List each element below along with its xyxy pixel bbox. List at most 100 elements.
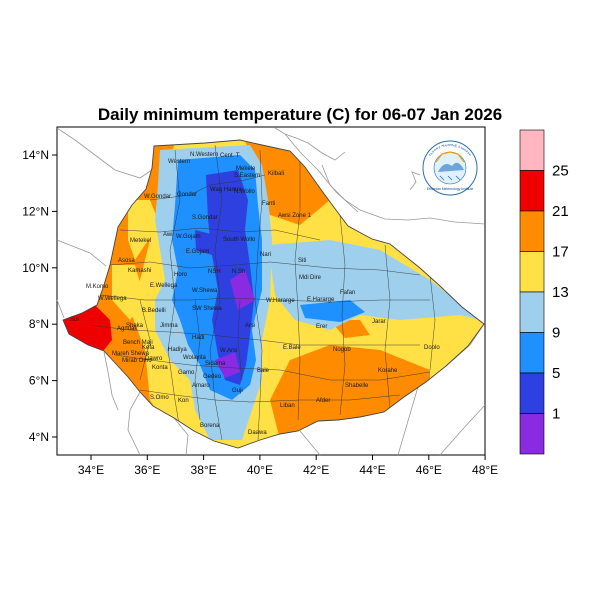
x-tick-label: 42°E: [303, 463, 329, 477]
colorbar-segment: [519, 291, 545, 333]
y-tick-label: 6°N: [29, 374, 49, 388]
zone-label: W.Gondar: [144, 194, 171, 200]
zone-label: Agnuak: [117, 326, 138, 332]
zone-label: Erer: [316, 324, 327, 330]
zone-label: Shabelle: [345, 383, 369, 389]
zone-label: Mdi: [299, 275, 309, 281]
zone-label: Cent. T: [220, 153, 240, 159]
zone-label: Konta: [152, 365, 168, 371]
zone-label: Gondar: [177, 192, 197, 198]
zone-label: Sur: [70, 317, 79, 323]
zone-label: Jimma: [160, 323, 178, 329]
colorbar-segment: [519, 413, 545, 455]
zone-label: Bale: [257, 368, 270, 374]
colorbar-segment: [519, 129, 545, 171]
x-tick-label: 36°E: [134, 463, 160, 477]
zone-label: Asosa: [118, 258, 135, 264]
zone-label: E.Gojam: [186, 249, 209, 255]
zone-label: N.Western: [190, 152, 218, 158]
zone-label: Sheka: [126, 323, 144, 329]
zone-label: W.Shewa: [192, 288, 218, 294]
zone-label: Borena: [200, 423, 220, 429]
x-axis: 34°E 36°E 38°E 40°E 42°E 44°E 46°E 48°E: [78, 455, 498, 477]
zone-label: Hadi: [192, 335, 204, 341]
zone-labels: N.Western Cent. T Mekele S.Eastern Weste…: [70, 152, 440, 436]
colorbar: 25 21 17 13 9 5 1: [519, 129, 569, 455]
zone-label: Dawro: [145, 356, 163, 362]
colorbar-label: 17: [552, 244, 569, 261]
colorbar-segment: [519, 251, 545, 293]
zone-label: NSH: [208, 269, 221, 275]
zone-label: W.Arsi: [220, 348, 237, 354]
colorbar-label: 1: [552, 406, 560, 423]
zone-label: M.Komo: [86, 284, 109, 290]
colorbar-label: 9: [552, 325, 560, 342]
zone-label: E.Bale: [283, 345, 301, 351]
zone-label: Kilbali: [268, 171, 284, 177]
zone-label: Fafan: [340, 290, 355, 296]
x-tick-label: 48°E: [472, 463, 498, 477]
colorbar-label: 21: [552, 203, 569, 220]
zone-label: Nari: [260, 252, 271, 258]
colorbar-label: 5: [552, 365, 560, 382]
x-tick-label: 46°E: [416, 463, 442, 477]
colorbar-label: 25: [552, 163, 569, 180]
colorbar-segment: [519, 332, 545, 374]
zone-label: Gedeo: [203, 374, 222, 380]
colorbar-segment: [519, 210, 545, 252]
zone-label: Mirab Omo: [122, 358, 152, 364]
zone-label: Wolayita: [183, 355, 207, 361]
zone-label: Kamashi: [128, 268, 151, 274]
zone-label: Horo: [174, 272, 188, 278]
x-tick-label: 40°E: [247, 463, 273, 477]
zone-label: Kefa: [142, 345, 155, 351]
zone-label: Nogob: [333, 347, 351, 353]
zone-label: Bench Maji: [123, 340, 153, 346]
zone-label: S.Omo: [150, 395, 169, 401]
zone-label: Fanti: [262, 201, 275, 207]
zone-label: N.Sh: [232, 269, 245, 275]
zone-label: N.Wollo: [234, 189, 256, 195]
zone-label: Doolo: [424, 345, 440, 351]
x-tick-label: 44°E: [359, 463, 385, 477]
zone-label: S.Eastern: [234, 173, 260, 179]
zone-label: Metekel: [130, 238, 151, 244]
x-tick-label: 38°E: [191, 463, 217, 477]
y-tick-label: 8°N: [29, 317, 49, 331]
zone-label: Arsi: [245, 323, 255, 329]
colorbar-segment: [519, 170, 545, 212]
logo-bottom-text: Ethiopian Meteorology Institute: [427, 187, 474, 191]
zone-label: Hadiya: [168, 347, 187, 353]
zone-label: Wag Hamra: [210, 187, 242, 193]
zone-borders: [89, 144, 436, 441]
neighbor-borders: [56, 127, 486, 456]
map-title: Daily minimum temperature (C) for 06-07 …: [97, 105, 503, 124]
zone-label: Dire: [310, 275, 322, 281]
zone-label: Mekele: [236, 166, 256, 172]
zone-label: Siti: [298, 258, 306, 264]
y-tick-label: 4°N: [29, 430, 49, 444]
zone-label: B.Bedelli: [142, 308, 166, 314]
zone-label: E.Hararge: [307, 297, 335, 303]
zone-label: Kon: [178, 398, 189, 404]
zone-label: Daawa: [248, 430, 267, 436]
y-tick-label: 12°N: [22, 204, 49, 218]
zone-label: Awsi Zone 1: [278, 213, 312, 219]
zone-label: Jarar: [372, 319, 386, 325]
colorbar-segment: [519, 372, 545, 414]
zone-label: E.Wellega: [150, 283, 178, 289]
zone-label: Amaro: [192, 383, 210, 389]
y-tick-label: 14°N: [22, 148, 49, 162]
zone-label: Western: [168, 159, 190, 165]
zone-label: Guji: [232, 388, 243, 394]
zone-label: Mareh Shewa: [112, 351, 150, 357]
zone-label: Sidama: [205, 361, 226, 367]
ethiopia-outline: [62, 139, 485, 449]
colorbar-label: 13: [552, 284, 569, 301]
x-tick-label: 34°E: [78, 463, 104, 477]
zone-label: W.Hararge: [266, 298, 295, 304]
zone-label: S.Gondar: [192, 215, 218, 221]
zone-label: SW Shewa: [192, 306, 222, 312]
y-axis: 14°N 12°N 10°N 8°N 6°N 4°N: [22, 148, 57, 444]
